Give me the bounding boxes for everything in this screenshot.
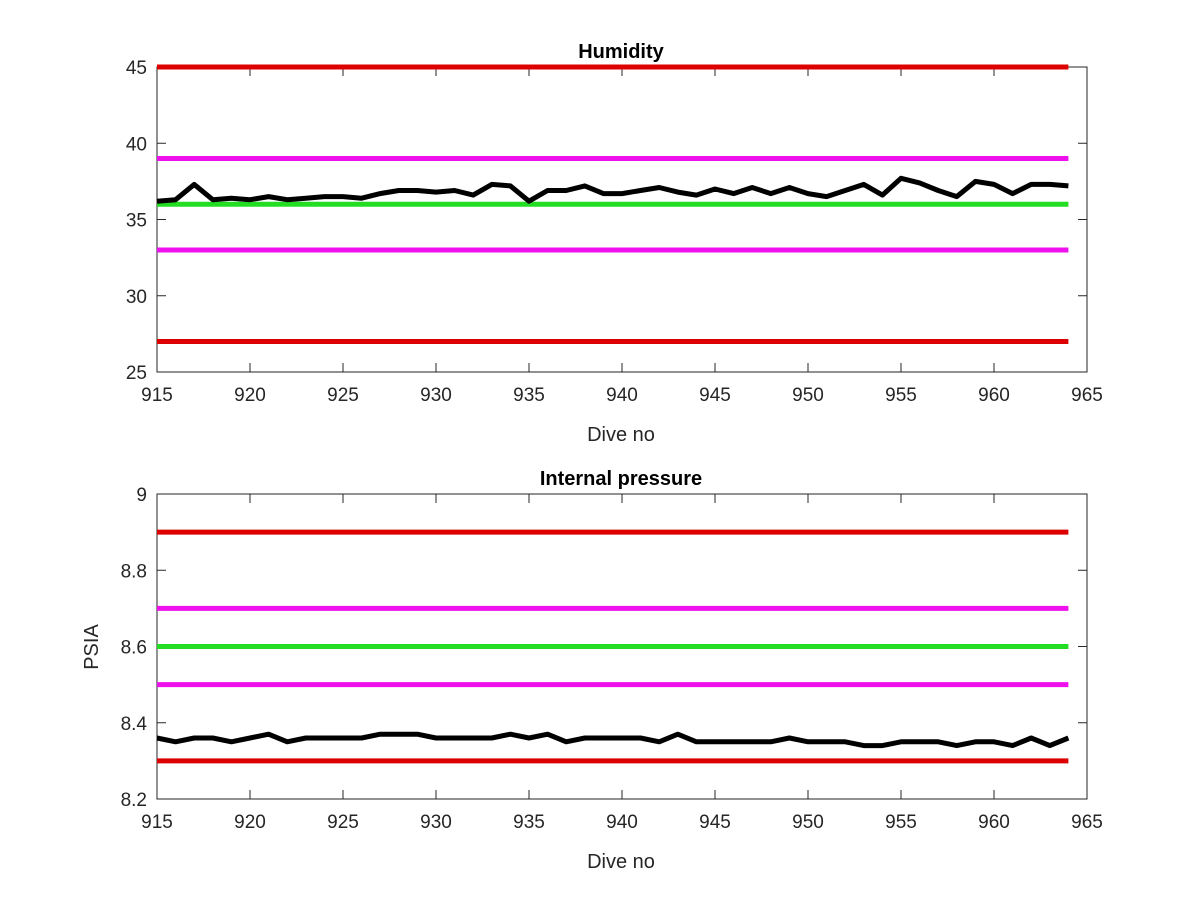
- humidity-chart: 915 920 925 930 935 940 945 950 955 960 965 25 30 35 4…: [126, 41, 1103, 446]
- humidity-x-tick-label: 930: [420, 385, 452, 406]
- internal-pressure-x-tick-label: 925: [327, 812, 359, 833]
- humidity-data-line: [156, 175, 1069, 204]
- humidity-axes-box: [156, 66, 1088, 373]
- humidity-y-tick-label: 40: [126, 134, 147, 155]
- humidity-x-tick-label: 945: [699, 385, 731, 406]
- internal-pressure-y-tick-label: 8.4: [121, 714, 148, 735]
- humidity-x-tick-label: 915: [141, 385, 173, 406]
- humidity-y-tick-label: 25: [126, 363, 147, 384]
- internal-pressure-y-tick-label: 8.8: [121, 561, 147, 582]
- humidity-x-tick-label: 960: [978, 385, 1010, 406]
- internal-pressure-x-tick-label: 950: [792, 812, 824, 833]
- internal-pressure-y-axis-label: PSIA: [81, 624, 103, 670]
- internal-pressure-x-tick-label: 955: [885, 812, 917, 833]
- humidity-chart-title: Humidity: [578, 41, 664, 63]
- humidity-x-axis-label: Dive no: [587, 424, 655, 446]
- internal-pressure-x-tick-label: 940: [606, 812, 638, 833]
- internal-pressure-x-tick-label: 945: [699, 812, 731, 833]
- internal-pressure-y-tick-label: 8.6: [121, 638, 147, 659]
- internal-pressure-chart-title: Internal pressure: [540, 468, 702, 490]
- humidity-y-tick-label: 45: [126, 58, 147, 79]
- internal-pressure-x-axis-label: Dive no: [587, 851, 655, 873]
- internal-pressure-x-tick-label: 920: [234, 812, 266, 833]
- internal-pressure-x-tick-label: 960: [978, 812, 1010, 833]
- humidity-x-tick-label: 965: [1071, 385, 1103, 406]
- humidity-x-tick-label: 940: [606, 385, 638, 406]
- humidity-x-tick-label: 920: [234, 385, 266, 406]
- humidity-y-tick-label: 30: [126, 287, 147, 308]
- internal-pressure-x-tick-label: 915: [141, 812, 173, 833]
- humidity-x-tick-label: 955: [885, 385, 917, 406]
- humidity-x-tick-label: 925: [327, 385, 359, 406]
- internal-pressure-y-tick-label: 8.2: [121, 790, 147, 811]
- internal-pressure-x-tick-label: 965: [1071, 812, 1103, 833]
- internal-pressure-chart: 915 920 925 930 935 940 945 950 955 960 965 8.2 8.4 8…: [81, 468, 1103, 873]
- internal-pressure-x-tick-label: 930: [420, 812, 452, 833]
- internal-pressure-x-tick-label: 935: [513, 812, 545, 833]
- humidity-x-tick-label: 950: [792, 385, 824, 406]
- internal-pressure-data-line: [156, 731, 1070, 749]
- internal-pressure-y-tick-label: 9: [136, 485, 147, 506]
- humidity-y-tick-label: 35: [126, 211, 147, 232]
- humidity-x-tick-label: 935: [513, 385, 545, 406]
